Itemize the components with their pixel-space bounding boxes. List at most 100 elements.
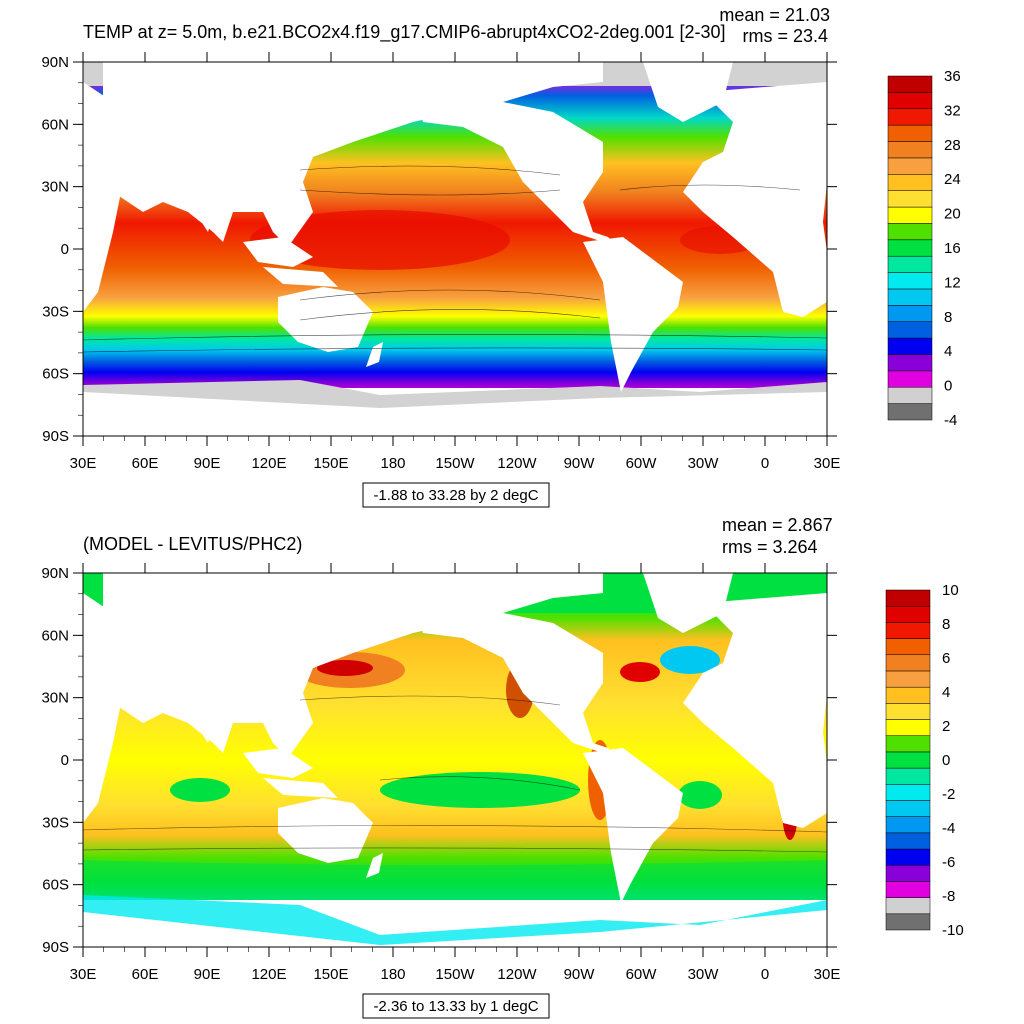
colorbar-swatch [887,190,933,208]
colorbar-swatch [887,75,933,93]
colorbar-swatch [885,897,931,915]
x-tick-label: 30E [70,966,97,983]
colorbar-swatch [887,108,933,126]
panel-1-title: TEMP at z= 5.0m, b.e21.BCO2x4.f19_g17.CM… [83,22,726,43]
x-tick-label: 150E [313,966,348,983]
colorbar-swatch [887,305,933,322]
colorbar-swatch [885,735,931,753]
panel-2-southern-band [83,860,827,900]
y-tick-label: 90S [42,428,69,445]
y-tick-label: 60S [42,366,69,383]
panel-1-warm-pool [250,210,510,270]
colorbar-label: 6 [942,650,950,667]
x-tick-label: 90W [564,966,596,983]
x-tick-label: 0 [761,966,769,983]
colorbar-swatch [887,288,933,306]
colorbar-swatch [887,386,933,404]
panel-1-contours [83,165,827,353]
x-tick-label: 150W [435,966,475,983]
panel-2-anomaly: (MODEL - LEVITUS/PHC2) mean = 2.867 rms … [41,515,964,1019]
panel-2-south-atlantic-cold [678,781,722,809]
panel-2-range-box [362,993,550,1019]
colorbar-label: 2 [942,718,950,735]
x-tick-label: 90E [194,455,221,472]
colorbar-label: -2 [942,786,955,803]
colorbar-swatch [885,800,931,817]
colorbar-swatch [885,654,931,672]
colorbar-swatch [885,864,931,882]
colorbar-swatch [887,141,933,159]
panel-2-range-label: -2.36 to 13.33 by 1 degC [373,998,538,1015]
panel-2-mean: mean = 2.867 [722,515,833,535]
x-tick-label: 30W [688,966,720,983]
colorbar-label: 0 [942,752,950,769]
panel-1-axes: 30E 60E 90E 120E 150E 180 150W 120W 90W 60W 30W 0 30… [41,52,840,472]
colorbar-label: 36 [944,68,961,85]
x-tick-label: 60E [132,966,159,983]
x-tick-label: 60E [132,455,159,472]
colorbar-label: 24 [944,171,961,188]
colorbar-swatch [887,255,933,273]
colorbar-swatch [885,881,931,898]
colorbar-swatch [887,403,933,421]
x-tick-label: 120E [251,966,286,983]
x-tick-label: 120E [251,455,286,472]
x-tick-label: 90W [564,455,596,472]
colorbar-swatch [887,321,933,339]
colorbar-swatch [887,206,933,224]
colorbar-swatch [885,784,931,801]
y-tick-label: 60N [41,627,69,644]
colorbar-label: 20 [944,206,961,223]
panel-2-rms: rms = 3.264 [722,537,818,557]
colorbar-label: 12 [944,274,961,291]
colorbar-label: 4 [942,684,950,701]
colorbar-label: 28 [944,137,961,154]
panel-2-indian-cold [170,778,230,802]
panel-2-pacific-cold [380,772,580,808]
panel-2-gulfstream-hot [620,662,660,682]
panel-1-rms: rms = 23.4 [742,26,828,46]
colorbar-swatch [885,589,931,607]
colorbar-label: 4 [944,343,952,360]
x-tick-label: 180 [380,966,405,983]
colorbar-label: 8 [942,616,950,633]
y-tick-label: 30S [42,814,69,831]
colorbar-label: 0 [944,378,952,395]
x-tick-label: 120W [497,455,537,472]
y-tick-label: 60N [41,116,69,133]
x-tick-label: 0 [761,455,769,472]
x-tick-label: 60W [626,966,658,983]
y-tick-label: 90N [41,54,69,71]
panel-1-range-label: -1.88 to 33.28 by 2 degC [373,487,538,504]
colorbar-label: 32 [944,102,961,119]
colorbar-label: -10 [942,922,964,939]
colorbar-label: 10 [942,582,959,599]
panel-1-sst: TEMP at z= 5.0m, b.e21.BCO2x4.f19_g17.CM… [41,5,961,508]
x-tick-label: 30E [814,966,841,983]
panel-2-kuroshio-hot [317,660,373,676]
panel-1-colorbar: 36 32 28 24 20 16 12 8 4 0 -4 [887,68,961,429]
colorbar-swatch [887,124,933,142]
colorbar-swatch [885,751,931,769]
colorbar-swatch [887,174,933,191]
colorbar-swatch [885,767,931,785]
colorbar-swatch [887,92,933,110]
panel-1-mean: mean = 21.03 [719,5,830,25]
colorbar-swatch [887,272,933,290]
panel-2-colorbar: 10 8 6 4 2 0 -2 -4 -6 -8 -10 [885,582,964,939]
panel-1-antarctic-ice [83,380,827,408]
colorbar-label: -6 [942,854,955,871]
colorbar-swatch [887,239,933,257]
y-tick-label: 30N [41,179,69,196]
y-tick-label: 60S [42,877,69,894]
y-tick-label: 0 [61,241,69,258]
x-tick-label: 30E [70,455,97,472]
colorbar-label: 16 [944,240,961,257]
x-tick-label: 150E [313,455,348,472]
colorbar-swatch [885,670,931,688]
x-tick-label: 90E [194,966,221,983]
y-tick-label: 30S [42,303,69,320]
x-tick-label: 180 [380,455,405,472]
y-tick-label: 30N [41,690,69,707]
